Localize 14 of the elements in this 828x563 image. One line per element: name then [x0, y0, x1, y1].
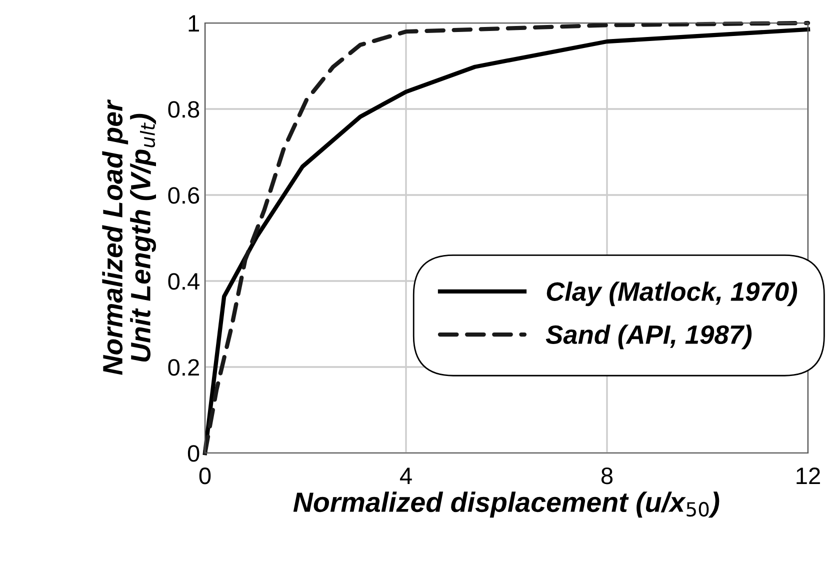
x-tick-label: 0	[199, 468, 211, 484]
y-tick-label: 0	[188, 445, 200, 462]
y-tick-label: 1	[188, 15, 199, 32]
y-tick-label: 0.8	[168, 101, 200, 118]
x-tick-label: 12	[796, 468, 820, 484]
y-tick-label: 0.2	[168, 359, 199, 376]
legend-label: Clay (Matlock, 1970)	[546, 282, 798, 306]
y-axis-title: Normalized Load per Unit Length (V/p$_{ult}$)	[102, 99, 156, 375]
y-tick-label: 0.6	[168, 187, 200, 204]
legend-label: Sand (API, 1987)	[546, 324, 752, 350]
x-axis-title: Normalized displacement (u/x$_{50}$)	[293, 492, 720, 518]
y-tick-label: 0.4	[168, 273, 200, 290]
x-tick-label: 8	[601, 468, 613, 484]
x-tick-label: 4	[400, 468, 412, 484]
